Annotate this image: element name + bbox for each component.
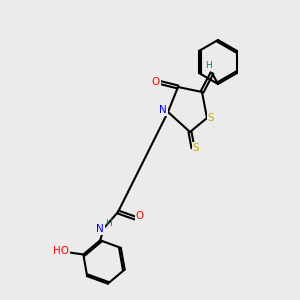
Text: H: H <box>205 61 212 70</box>
Text: S: S <box>193 143 199 153</box>
Text: N: N <box>159 105 167 115</box>
Text: HO: HO <box>53 247 69 256</box>
Text: O: O <box>136 211 144 221</box>
Text: O: O <box>152 77 160 87</box>
Text: S: S <box>208 113 214 123</box>
Text: H: H <box>106 220 112 229</box>
Text: N: N <box>96 224 104 234</box>
